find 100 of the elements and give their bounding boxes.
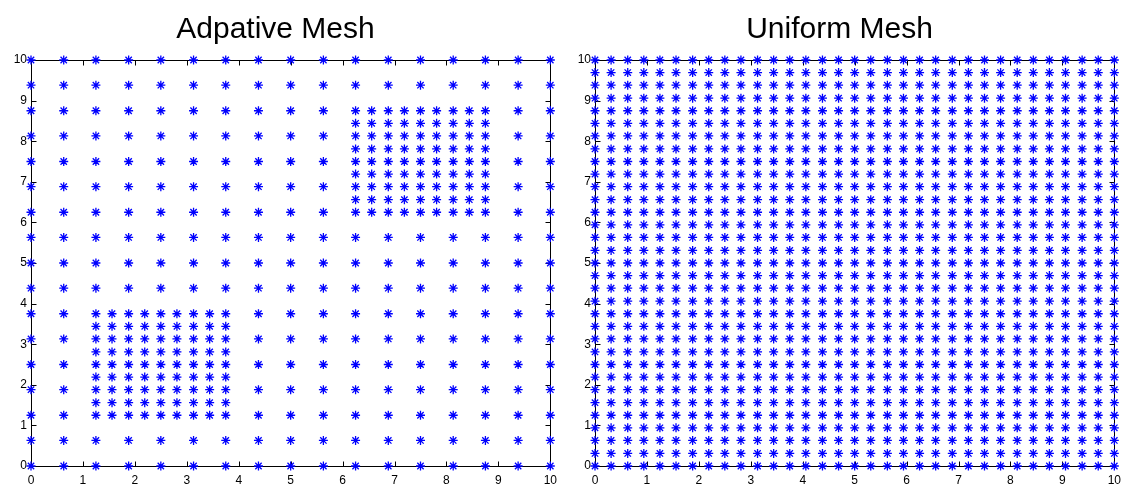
point — [1044, 105, 1055, 116]
point — [963, 410, 974, 421]
point — [865, 54, 876, 66]
point — [670, 460, 682, 472]
point — [415, 257, 426, 269]
point — [784, 181, 795, 192]
point — [589, 435, 601, 446]
point — [930, 359, 941, 370]
point — [188, 384, 199, 395]
point — [833, 460, 844, 472]
point — [914, 168, 925, 180]
point — [687, 80, 698, 91]
point — [817, 283, 828, 294]
point — [865, 346, 876, 358]
point — [898, 270, 909, 281]
point — [1012, 283, 1023, 294]
point — [898, 296, 909, 307]
point — [995, 54, 1006, 66]
point — [947, 270, 958, 281]
point — [1076, 219, 1088, 230]
point — [605, 168, 617, 180]
point — [914, 333, 925, 345]
point — [784, 296, 795, 307]
point — [979, 448, 990, 459]
x-tick-label: 5 — [287, 472, 295, 487]
point — [800, 194, 811, 205]
point — [622, 168, 633, 180]
point — [947, 283, 958, 294]
point — [1076, 270, 1088, 281]
point — [1109, 397, 1120, 408]
point — [605, 194, 617, 205]
x-tick-label: 3 — [747, 472, 755, 487]
point — [638, 118, 649, 129]
point — [155, 460, 166, 472]
point — [1044, 54, 1055, 66]
point — [415, 232, 426, 243]
point — [1028, 181, 1039, 192]
point — [930, 93, 941, 104]
point — [833, 308, 844, 319]
point — [930, 448, 941, 459]
point — [979, 460, 990, 472]
point — [1109, 296, 1120, 307]
point — [171, 321, 183, 332]
point — [849, 296, 860, 307]
point — [638, 156, 649, 167]
point — [622, 93, 633, 104]
point — [220, 397, 231, 408]
point — [703, 346, 714, 358]
point — [605, 321, 617, 332]
point — [719, 333, 730, 345]
point — [285, 181, 296, 192]
point — [318, 333, 329, 345]
point — [784, 333, 795, 345]
point — [865, 93, 876, 104]
point — [638, 168, 649, 180]
point — [849, 308, 860, 319]
point — [687, 194, 698, 205]
point — [1060, 181, 1071, 192]
point — [1028, 359, 1039, 370]
point — [90, 308, 102, 319]
point — [480, 384, 491, 395]
point — [155, 397, 166, 408]
point — [719, 54, 730, 66]
point — [90, 207, 102, 218]
point — [605, 118, 617, 129]
point — [285, 283, 296, 294]
point — [817, 422, 828, 433]
point — [90, 181, 102, 192]
point — [898, 384, 909, 395]
point — [638, 67, 649, 78]
point — [350, 181, 361, 192]
point — [220, 435, 231, 446]
point — [622, 422, 633, 433]
point — [817, 359, 828, 370]
point — [735, 54, 747, 66]
x-tick-label: 5 — [851, 472, 859, 487]
point — [139, 346, 150, 358]
point — [947, 435, 958, 446]
point — [1076, 397, 1088, 408]
point — [670, 371, 682, 383]
point — [1028, 308, 1039, 319]
point — [930, 410, 941, 421]
point — [833, 410, 844, 421]
point — [512, 54, 524, 66]
point — [220, 410, 231, 421]
point — [687, 67, 698, 78]
point — [800, 245, 811, 256]
point — [817, 207, 828, 218]
point — [703, 371, 714, 383]
point — [865, 448, 876, 459]
point — [687, 105, 698, 116]
point — [605, 130, 617, 142]
point — [350, 80, 361, 91]
point — [58, 105, 69, 116]
point — [963, 54, 974, 66]
point — [318, 435, 329, 446]
point — [1012, 105, 1023, 116]
point — [480, 207, 491, 218]
point — [670, 93, 682, 104]
point — [898, 207, 909, 218]
